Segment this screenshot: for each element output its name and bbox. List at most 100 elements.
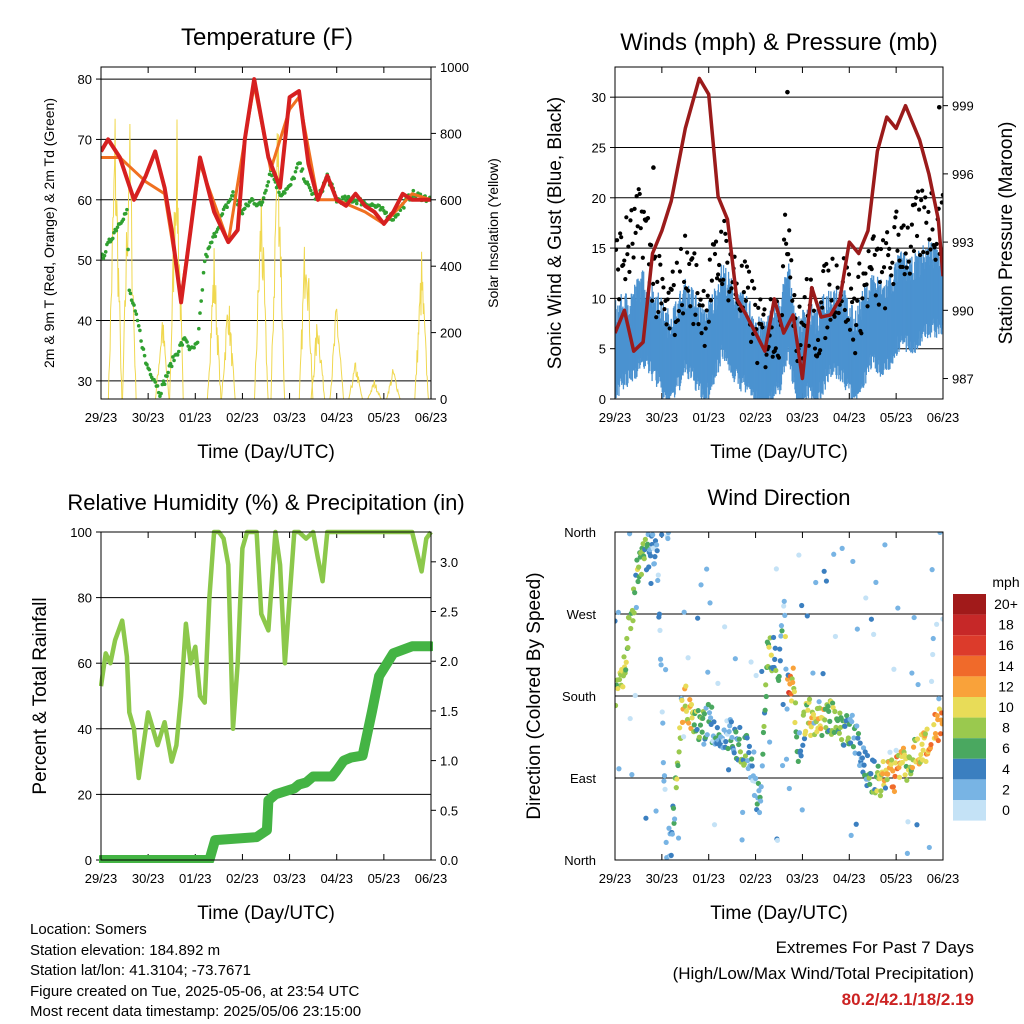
direction-point (880, 771, 886, 777)
gust-point (758, 297, 763, 302)
dewpoint-point (209, 240, 214, 245)
gust-point (798, 343, 803, 348)
y2-tick-label: 0.0 (440, 853, 458, 868)
x-tick-label: 03/23 (273, 871, 306, 886)
dewpoint-point (259, 202, 264, 207)
direction-point (937, 731, 943, 737)
direction-point (615, 618, 618, 624)
gust-point (852, 296, 857, 301)
direction-point (658, 662, 664, 668)
solar-series (329, 308, 344, 399)
direction-point (934, 621, 940, 627)
gust-point (631, 255, 636, 260)
station-location: Location: Somers (30, 921, 147, 938)
direction-point (657, 627, 663, 633)
dewpoint-point (162, 382, 167, 386)
direction-point (930, 651, 936, 658)
gust-point (863, 271, 868, 276)
y-tick-label: North (564, 853, 596, 868)
station-elevation: Station elevation: 184.892 m (30, 941, 221, 959)
x-tick-label: 30/23 (646, 871, 679, 886)
direction-point (624, 635, 630, 642)
gust-point (686, 288, 691, 293)
gust-point (634, 194, 639, 199)
direction-point (896, 774, 903, 780)
gust-point (761, 312, 766, 317)
direction-point (740, 809, 746, 815)
gust-point (676, 308, 682, 314)
gust-point (924, 220, 929, 225)
direction-point (806, 696, 813, 702)
y2-tick-label: 1000 (440, 60, 469, 75)
gust-point (854, 322, 859, 328)
gust-point (934, 241, 939, 247)
direction-point (679, 697, 685, 703)
direction-point (632, 692, 638, 699)
dewpoint-point (197, 326, 201, 331)
gust-point (908, 244, 913, 249)
gust-point (618, 231, 623, 236)
dewpoint-point (264, 188, 268, 193)
gust-point (623, 277, 628, 282)
gust-point (661, 285, 666, 290)
gust-point (670, 269, 675, 274)
direction-point (796, 730, 803, 736)
colorbar-label: 4 (1002, 761, 1010, 777)
gust-point (896, 232, 901, 237)
gust-point (696, 322, 701, 327)
direction-point (666, 825, 672, 831)
gust-point (820, 305, 825, 310)
direction-point (782, 612, 788, 619)
gust-point (779, 313, 785, 318)
direction-point (650, 532, 656, 538)
y-tick-label: South (562, 689, 596, 704)
y-tick-label: 80 (78, 591, 92, 606)
direction-point (759, 763, 765, 769)
y-tick-label: 15 (592, 241, 606, 256)
gust-point (911, 248, 917, 254)
dewpoint-point (261, 196, 266, 200)
direction-point (621, 654, 627, 660)
y2-tick-label: 3.0 (440, 555, 458, 570)
direction-point (741, 761, 747, 767)
dewpoint-point (103, 250, 108, 254)
direction-point (674, 776, 680, 782)
y-tick-label: 70 (78, 132, 92, 147)
direction-point (758, 798, 764, 804)
colorbar-label: 16 (998, 637, 1014, 653)
direction-point (795, 758, 801, 764)
dewpoint-point (402, 206, 406, 210)
y-tick-label: 80 (78, 72, 92, 87)
x-tick-label: 03/23 (786, 871, 819, 886)
gust-point (833, 310, 838, 315)
direction-point (629, 772, 635, 778)
gust-point (906, 259, 911, 264)
gust-point (802, 295, 807, 300)
gust-point (759, 322, 764, 327)
direction-point (615, 609, 621, 615)
direction-point (733, 729, 739, 735)
gust-point (905, 225, 910, 230)
direction-point (851, 735, 857, 741)
direction-point (880, 758, 886, 765)
dewpoint-point (171, 355, 175, 359)
direction-point (820, 671, 826, 677)
dewpoint-point (102, 253, 107, 258)
y-tick-label: East (570, 771, 596, 786)
direction-point (816, 699, 822, 705)
direction-point (626, 615, 632, 621)
x-tick-label: 04/23 (320, 410, 353, 425)
direction-point (899, 759, 905, 766)
direction-point (759, 668, 765, 675)
x-tick-label: 04/23 (833, 410, 866, 425)
direction-point (640, 541, 646, 547)
plot-area (101, 77, 431, 399)
dewpoint-point (298, 161, 302, 166)
direction-point (665, 535, 671, 542)
gust-point (893, 215, 898, 220)
gust-point (878, 246, 884, 252)
gust-point (703, 326, 708, 331)
gust-point (873, 293, 878, 298)
direction-point (751, 749, 757, 755)
direction-point (778, 633, 784, 639)
